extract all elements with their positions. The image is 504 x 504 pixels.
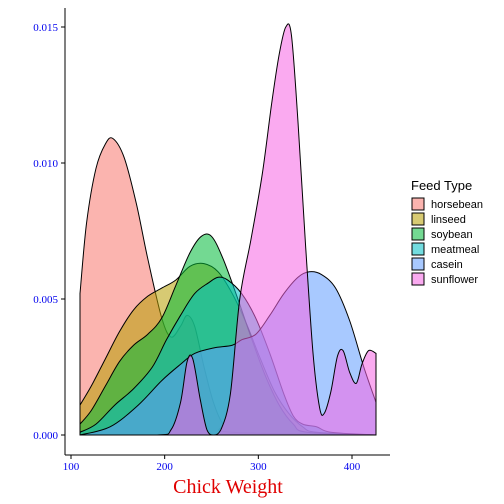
legend-label-sunflower: sunflower [431, 274, 478, 286]
legend-items: horsebean linseed soybean meatmeal casein sun… [411, 197, 483, 286]
legend-swatch-casein [411, 257, 425, 271]
legend-title: Feed Type [411, 178, 472, 193]
legend-swatch-sunflower [411, 272, 425, 286]
x-tick-label: 200 [156, 461, 173, 473]
legend-label-soybean: soybean [431, 229, 473, 241]
x-tick-label: 400 [344, 461, 361, 473]
x-tick-label: 100 [63, 461, 80, 473]
y-tick-label: 0.015 [33, 22, 58, 34]
density-area-sunflower [80, 23, 377, 436]
legend: Feed Type horsebean linseed soybean meatmea… [411, 178, 483, 286]
y-tick-label: 0.000 [33, 430, 58, 442]
legend-label-horsebean: horsebean [431, 199, 483, 211]
legend-swatch-linseed [411, 212, 425, 226]
y-tick-label: 0.005 [33, 294, 58, 306]
legend-swatch-soybean [411, 227, 425, 241]
x-axis-label: Chick Weight [173, 476, 283, 498]
y-axis-ticks: 0.000 0.005 0.010 0.015 [33, 22, 65, 442]
legend-label-linseed: linseed [431, 214, 466, 226]
legend-swatch-meatmeal [411, 242, 425, 256]
density-areas [79, 23, 377, 436]
legend-label-casein: casein [431, 259, 463, 271]
y-tick-label: 0.010 [33, 158, 58, 170]
legend-swatch-horsebean [411, 197, 425, 211]
legend-label-meatmeal: meatmeal [431, 244, 479, 256]
x-axis-ticks: 100 200 300 400 [63, 455, 361, 473]
x-tick-label: 300 [250, 461, 267, 473]
